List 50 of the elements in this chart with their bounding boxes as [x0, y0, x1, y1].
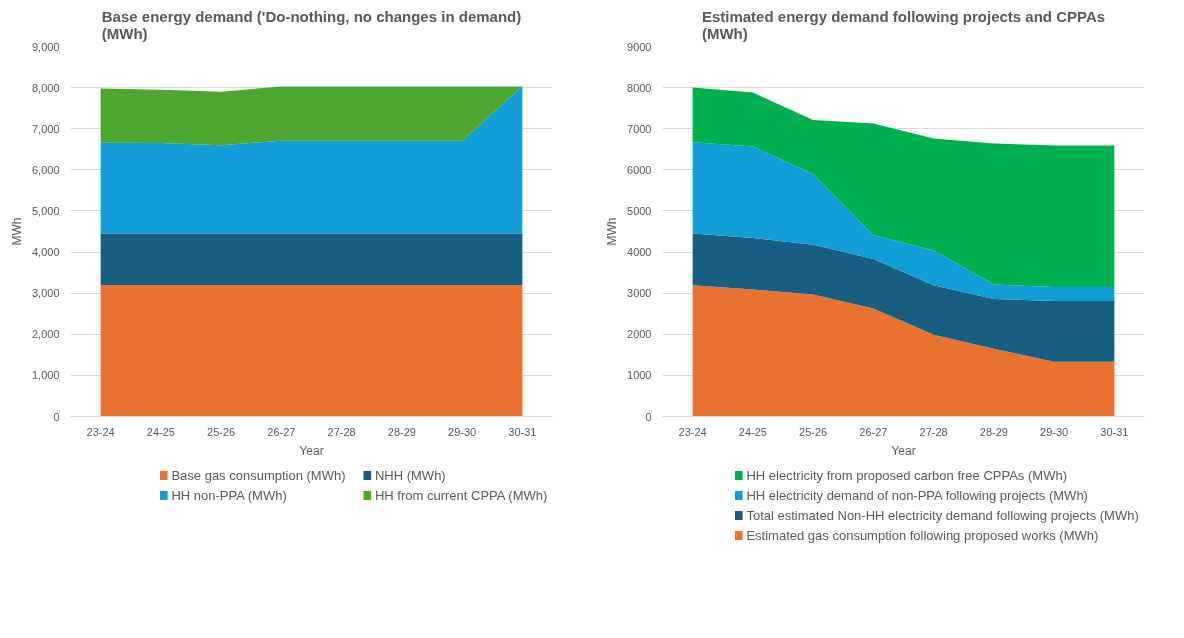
- x-axis-title: Year: [299, 443, 324, 458]
- x-tick-label: 28-29: [979, 425, 1008, 438]
- y-tick-label: 6000: [627, 163, 652, 176]
- x-tick-label: 29-30: [1040, 425, 1069, 438]
- y-tick-label: 1,000: [31, 369, 60, 382]
- y-tick-label: 8,000: [31, 81, 60, 94]
- x-tick-label: 27-28: [919, 425, 948, 438]
- y-tick-label: 2000: [627, 328, 652, 341]
- y-tick-label: 4000: [627, 246, 652, 259]
- chart-title: Base energy demand ('Do-nothing, no changes in demand) (MWh): [101, 7, 522, 42]
- y-tick-label: 4,000: [31, 246, 60, 259]
- y-axis-title: MWh: [605, 217, 620, 246]
- x-tick-label: 29-30: [448, 425, 477, 438]
- y-tick-label: 9000: [627, 40, 652, 53]
- y-tick-label: 3,000: [31, 287, 60, 300]
- legend-label: HH non-PPA (MWh): [171, 488, 287, 503]
- x-tick-label: 26-27: [267, 425, 296, 438]
- x-tick-label: 30-31: [1100, 425, 1129, 438]
- y-tick-label: 5000: [627, 204, 652, 217]
- y-tick-label: 3000: [627, 287, 652, 300]
- legend-label: HH from current CPPA (MWh): [374, 488, 548, 503]
- y-tick-label: 0: [645, 410, 652, 423]
- y-tick-label: 6,000: [31, 163, 60, 176]
- legend-label: HH electricity from proposed carbon free CPPAs (MWh): [746, 468, 1067, 483]
- x-tick-label: 25-26: [207, 425, 236, 438]
- legend-label: Base gas consumption (MWh): [171, 468, 346, 483]
- x-tick-label: 30-31: [508, 425, 537, 438]
- chart-title: Estimated energy demand following projects and CPPAs (MWh): [701, 7, 1106, 42]
- x-tick-label: 25-26: [799, 425, 828, 438]
- x-tick-label: 23-24: [678, 425, 707, 438]
- legend-label: Estimated gas consumption following proposed works (MWh): [746, 528, 1099, 543]
- y-tick-label: 2,000: [31, 328, 60, 341]
- x-tick-label: 27-28: [327, 425, 356, 438]
- x-tick-label: 26-27: [859, 425, 888, 438]
- x-tick-label: 28-29: [387, 425, 416, 438]
- y-tick-label: 1000: [627, 369, 652, 382]
- legend-label: Total estimated Non-HH electricity demand following projects (MWh): [746, 508, 1139, 523]
- y-tick-label: 5,000: [31, 204, 60, 217]
- x-axis-title: Year: [891, 443, 916, 458]
- y-tick-label: 7000: [627, 122, 652, 135]
- y-axis-title: MWh: [9, 217, 24, 246]
- y-tick-label: 8000: [627, 81, 652, 94]
- y-tick-label: 9,000: [31, 40, 60, 53]
- x-tick-label: 24-25: [738, 425, 767, 438]
- legend-label: NHH (MWh): [374, 468, 446, 483]
- x-tick-label: 23-24: [86, 425, 115, 438]
- y-tick-label: 0: [53, 410, 60, 423]
- legend-label: HH electricity demand of non-PPA following projects (MWh): [746, 488, 1088, 503]
- y-tick-label: 7,000: [31, 122, 60, 135]
- x-tick-label: 24-25: [146, 425, 175, 438]
